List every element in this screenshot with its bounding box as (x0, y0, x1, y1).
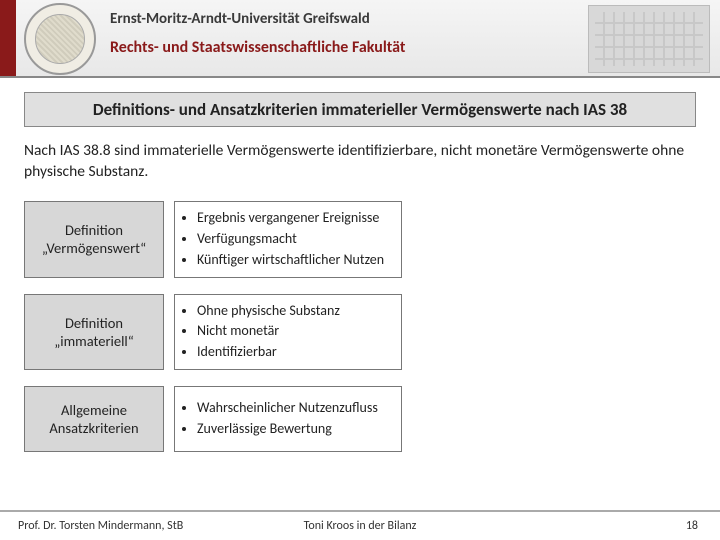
footer-author: Prof. Dr. Torsten Mindermann, StB (18, 519, 183, 533)
list-item: Ohne physische Substanz (197, 302, 391, 321)
definition-bullets: Ohne physische Substanz Nicht monetär Id… (174, 294, 402, 371)
definition-bullets: Wahrscheinlicher Nutzenzufluss Zuverläss… (174, 386, 402, 452)
faculty-name: Rechts- und Staatswissenschaftliche Faku… (110, 38, 588, 57)
building-graphic (588, 5, 710, 73)
university-name: Ernst-Moritz-Arndt-Universität Greifswal… (110, 10, 588, 28)
footer-title: Toni Kroos in der Bilanz (304, 519, 417, 533)
topic-title: Definitions- und Ansatzkriterien immater… (24, 92, 696, 127)
definition-row: Definition „Vermögenswert“ Ergebnis verg… (24, 201, 696, 278)
definition-row: Allgemeine Ansatzkriterien Wahrscheinlic… (24, 386, 696, 452)
definition-label: Definition „immateriell“ (24, 294, 164, 371)
brand-stripe (0, 0, 16, 76)
list-item: Nicht monetär (197, 322, 391, 341)
list-item: Verfügungsmacht (197, 230, 391, 249)
list-item: Künftiger wirtschaftlicher Nutzen (197, 251, 391, 270)
page-number: 18 (686, 519, 698, 533)
definition-label: Definition „Vermögenswert“ (24, 201, 164, 278)
list-item: Ergebnis vergangener Ereignisse (197, 209, 391, 228)
slide-footer: Prof. Dr. Torsten Mindermann, StB Toni K… (0, 510, 720, 540)
slide-header: Ernst-Moritz-Arndt-Universität Greifswal… (0, 0, 720, 78)
list-item: Identifizierbar (197, 343, 391, 362)
list-item: Zuverlässige Bewertung (197, 420, 391, 439)
intro-text: Nach IAS 38.8 sind immaterielle Vermögen… (24, 141, 696, 183)
list-item: Wahrscheinlicher Nutzenzufluss (197, 399, 391, 418)
university-seal (24, 3, 96, 75)
slide-content: Definitions- und Ansatzkriterien immater… (0, 78, 720, 510)
definition-label: Allgemeine Ansatzkriterien (24, 386, 164, 452)
definition-bullets: Ergebnis vergangener Ereignisse Verfügun… (174, 201, 402, 278)
definition-row: Definition „immateriell“ Ohne physische … (24, 294, 696, 371)
